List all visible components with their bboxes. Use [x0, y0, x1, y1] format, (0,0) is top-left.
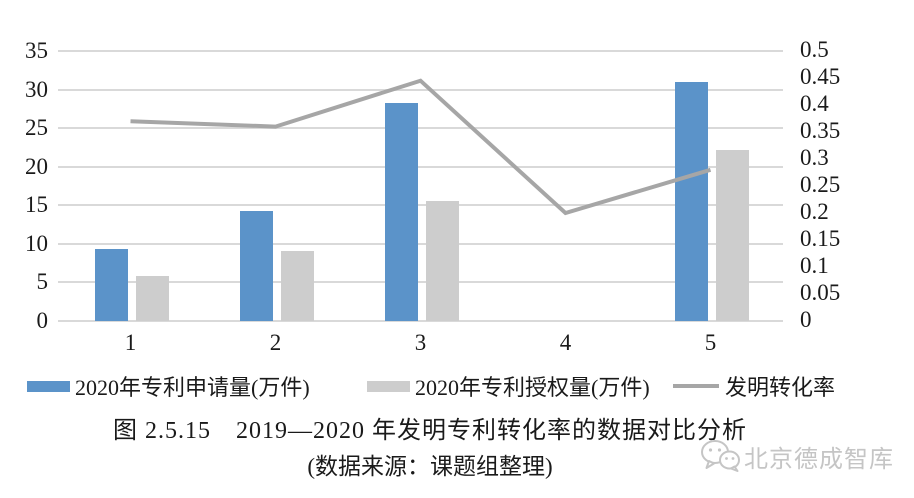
legend-item-grant: 2020年专利授权量(万件) [367, 373, 650, 400]
patent-grant-bar [280, 250, 314, 321]
left-axis-tick: 25 [25, 115, 48, 141]
right-axis-tick: 0.5 [800, 37, 829, 62]
legend-item-conversion-rate: 发明转化率 [673, 373, 836, 400]
x-axis-label: 3 [414, 330, 427, 355]
legend-label: 2020年专利授权量(万件) [415, 375, 650, 400]
legend-label: 发明转化率 [725, 375, 836, 400]
legend-bar-swatch [27, 380, 70, 392]
x-axis-label: 4 [559, 330, 572, 355]
left-axis-tick: 5 [36, 269, 49, 295]
plot-area [58, 50, 783, 322]
x-axis-label: 2 [269, 330, 282, 355]
left-axis-tick: 10 [25, 230, 48, 256]
patent-application-bar [674, 81, 708, 321]
gridline [58, 281, 783, 284]
right-axis-tick: 0.4 [800, 91, 829, 116]
gridline [58, 320, 783, 322]
left-axis-tick: 35 [25, 38, 48, 63]
right-axis-tick: 0.25 [800, 172, 841, 197]
wechat-logo-icon [701, 440, 740, 472]
left-axis-tick: 20 [25, 153, 48, 179]
x-axis-label: 1 [124, 330, 137, 355]
legend-line-swatch [673, 384, 719, 388]
gridline [58, 50, 783, 52]
patent-application-bar [94, 249, 128, 321]
right-axis-tick: 0.2 [800, 199, 829, 224]
patent-application-bar [384, 103, 418, 321]
left-axis-tick: 15 [25, 192, 48, 218]
right-axis-tick: 0.1 [800, 253, 829, 278]
watermark-text: 北京德成智库 [744, 446, 894, 473]
legend-item-application: 2020年专利申请量(万件) [27, 373, 310, 400]
right-axis-tick: 0.3 [800, 145, 829, 170]
right-axis-tick: 0.05 [800, 280, 841, 305]
right-axis-tick: 0.45 [800, 64, 841, 89]
data-source-note: (数据来源：课题组整理) [307, 454, 553, 479]
legend-label: 2020年专利申请量(万件) [75, 375, 310, 400]
left-axis-tick: 0 [36, 308, 49, 333]
patent-application-bar [239, 210, 273, 321]
patent-grant-bar [135, 276, 169, 321]
x-axis-label: 5 [704, 330, 717, 355]
right-axis-tick: 0 [800, 307, 812, 332]
right-axis-tick: 0.35 [800, 118, 841, 143]
right-axis-tick: 0.15 [800, 226, 841, 251]
legend-bar-swatch [367, 380, 410, 392]
left-axis-tick: 30 [25, 76, 48, 102]
gridline [58, 242, 783, 245]
watermark: 北京德成智库 [700, 438, 894, 474]
figure-caption: 图 2.5.15 2019—2020 年发明专利转化率的数据对比分析 [113, 418, 747, 444]
patent-grant-bar [425, 201, 459, 321]
patent-grant-bar [715, 149, 749, 321]
